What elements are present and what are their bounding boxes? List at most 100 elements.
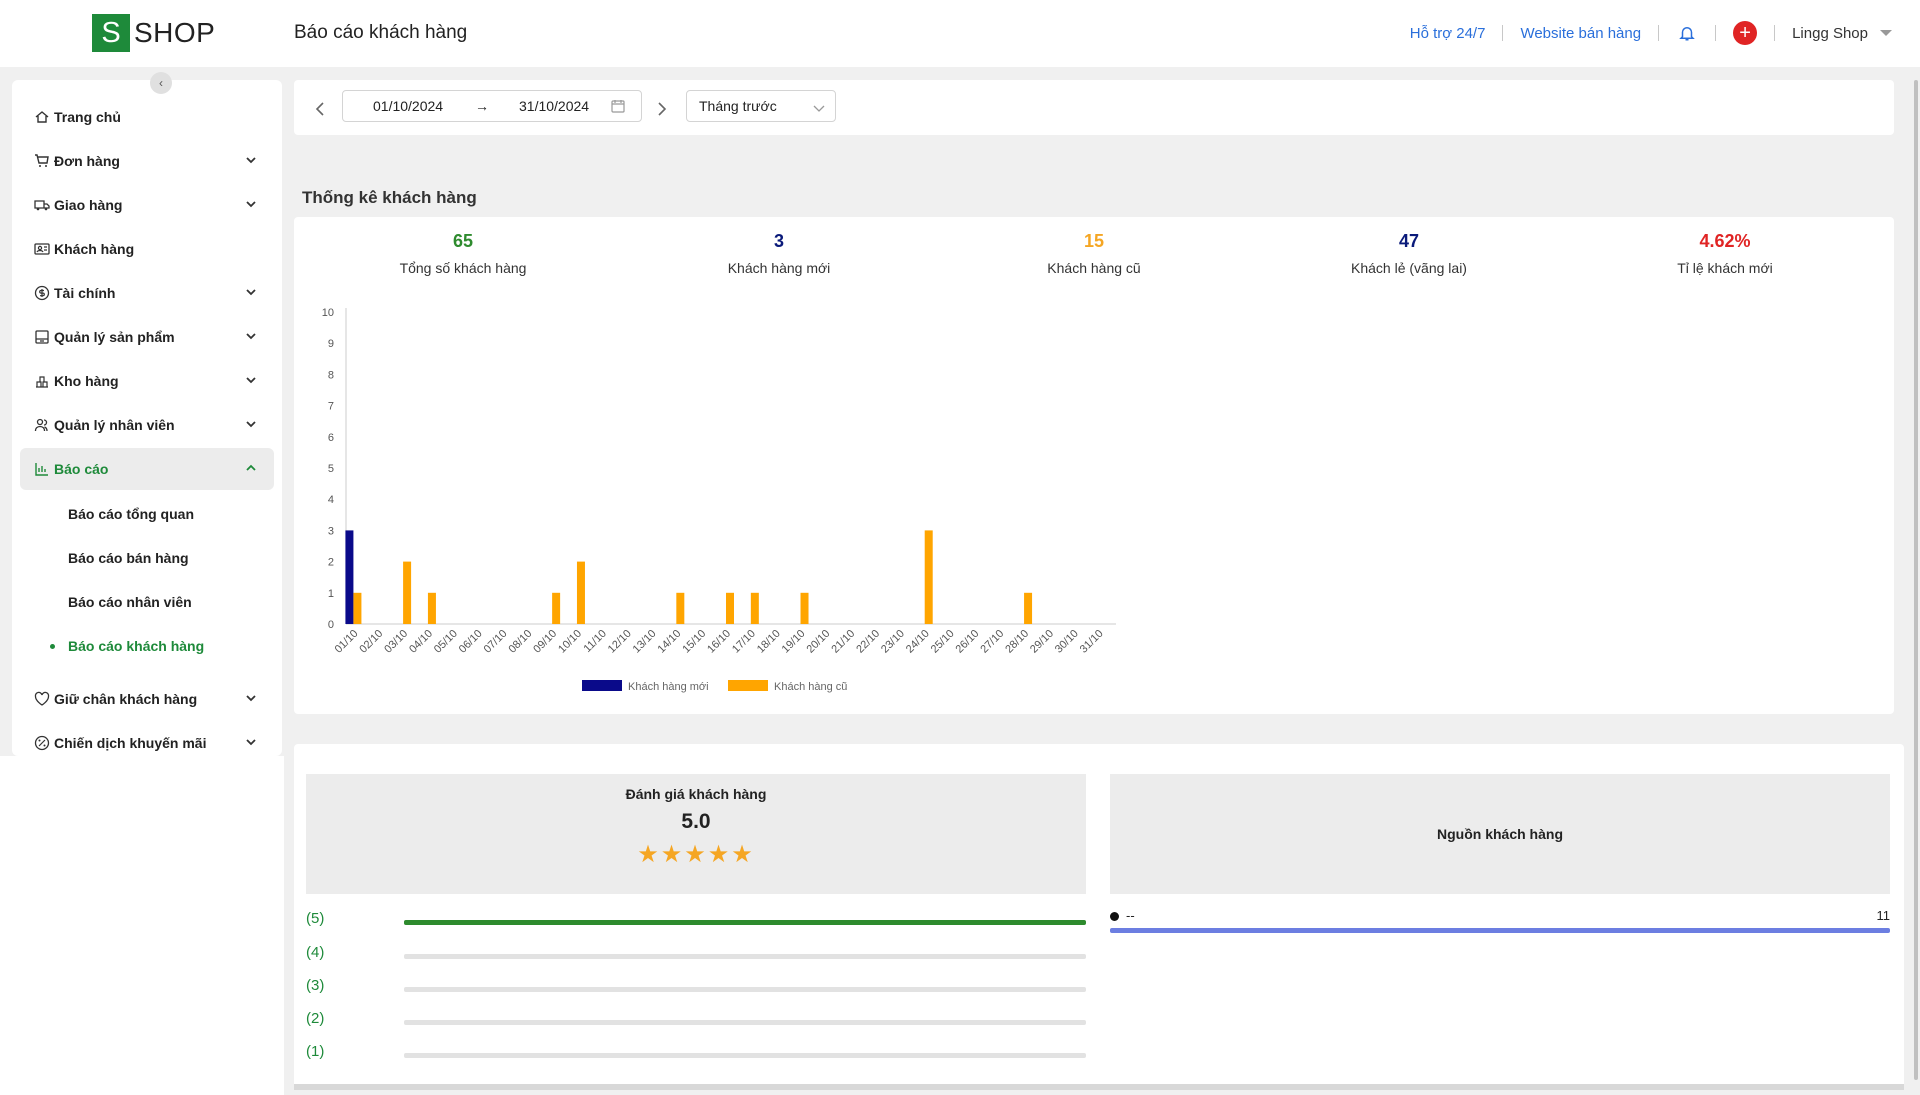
x-tick-label: 10/10 [556, 628, 584, 656]
chevron-down-icon [244, 285, 258, 299]
stat-value: 15 [1083, 231, 1105, 251]
horizontal-scrollbar[interactable] [294, 1084, 1904, 1090]
period-select[interactable]: Tháng trước [686, 90, 836, 122]
chevron-down-icon [244, 153, 258, 167]
sidebar-item-5[interactable]: Tài chính [20, 272, 274, 314]
rating-row: (3) [306, 977, 1086, 999]
scrollbar-thumb[interactable] [1914, 80, 1918, 1080]
sidebar-item-9[interactable]: Báo cáo [20, 448, 274, 490]
sidebar-item-8[interactable]: Quản lý nhân viên [20, 404, 274, 446]
bar-returning-16-10 [726, 592, 734, 624]
divider [1715, 25, 1717, 41]
x-tick-label: 12/10 [606, 628, 634, 656]
top-right-actions: Hỗ trợ 24/7 Website bán hàng + Lingg Sho… [1410, 20, 1892, 46]
support-link[interactable]: Hỗ trợ 24/7 [1409, 24, 1486, 42]
rating-row: (1) [306, 1043, 1086, 1065]
rating-row: (5) [306, 910, 1086, 932]
arrow-right-icon: → [475, 98, 489, 114]
rating-row-track [404, 920, 1086, 925]
x-tick-label: 19/10 [780, 628, 808, 656]
rating-row-track [404, 987, 1086, 992]
x-tick-label: 11/10 [582, 628, 609, 655]
contact-card-icon [34, 241, 50, 257]
rating-row-track [404, 1020, 1086, 1025]
sidebar-item-label: Đơn hàng [54, 153, 120, 169]
sidebar-item-label: Giao hàng [54, 197, 123, 213]
y-tick-label: 8 [328, 369, 334, 381]
sidebar-subitem-4[interactable]: Báo cáo khách hàng [50, 634, 204, 658]
sidebar-subitem-3[interactable]: Báo cáo nhân viên [68, 590, 192, 614]
stat-value: 3 [773, 231, 784, 251]
vertical-scrollbar[interactable] [1912, 0, 1920, 1095]
period-select-value: Tháng trước [699, 98, 777, 114]
sidebar-subitem-1[interactable]: Báo cáo tổng quan [68, 502, 194, 526]
collapse-sidebar-button[interactable]: ‹ [150, 72, 172, 94]
y-tick-label: 9 [328, 338, 334, 350]
sidebar-item-6[interactable]: Quản lý sản phẩm [20, 316, 274, 358]
sidebar-subitem-label: Báo cáo tổng quan [68, 506, 194, 522]
rating-row-label: (4) [306, 944, 325, 961]
rating-row: (4) [306, 944, 1086, 966]
x-tick-label: 02/10 [357, 628, 385, 656]
y-tick-label: 4 [328, 494, 334, 506]
page-title: Báo cáo khách hàng [294, 22, 468, 43]
bell-icon[interactable] [1676, 22, 1698, 44]
sidebar-item-10[interactable]: Giữ chân khách hàng [20, 678, 274, 720]
bullet-icon [1110, 912, 1119, 921]
sidebar-item-1[interactable]: Trang chủ [20, 96, 274, 138]
chevron-down-icon [244, 329, 258, 343]
x-tick-label: 26/10 [954, 628, 982, 656]
box-icon [34, 329, 50, 345]
users-icon [34, 417, 50, 433]
sidebar-item-4[interactable]: Khách hàng [20, 228, 274, 270]
sidebar-item-label: Quản lý sản phẩm [54, 329, 175, 345]
x-tick-label: 18/10 [755, 628, 783, 656]
x-tick-label: 20/10 [805, 628, 833, 656]
prev-period-button[interactable] [310, 99, 330, 119]
sidebar-item-2[interactable]: Đơn hàng [20, 140, 274, 182]
sidebar-item-11[interactable]: Chiến dịch khuyến mãi [20, 722, 274, 764]
shop-name[interactable]: Lingg Shop [1792, 24, 1868, 42]
caret-down-icon[interactable] [1880, 30, 1892, 36]
sidebar-item-7[interactable]: Kho hàng [20, 360, 274, 402]
logo-mark: S [92, 14, 130, 52]
truck-icon [34, 197, 50, 213]
bar-returning-10-10 [576, 561, 585, 624]
x-tick-label: 24/10 [904, 628, 932, 656]
y-tick-label: 10 [322, 307, 334, 319]
date-to[interactable]: 31/10/2024 [519, 98, 590, 114]
sidebar-item-3[interactable]: Giao hàng [20, 184, 274, 226]
stat-value: 4.62% [1699, 231, 1751, 251]
sidebar-item-label: Giữ chân khách hàng [54, 691, 198, 707]
source-bar [1110, 928, 1890, 933]
x-tick-label: 21/10 [829, 628, 857, 656]
sidebar-item-label: Kho hàng [54, 373, 119, 389]
stat-label: Khách lẻ (vãng lai) [1351, 260, 1467, 276]
bar-returning-17-10 [750, 592, 759, 624]
legend-label: Khách hàng mới [628, 681, 709, 693]
chevron-down-icon [244, 197, 258, 211]
chevron-up-icon [244, 461, 258, 475]
x-tick-label: 25/10 [929, 628, 957, 656]
chevron-down-icon [244, 735, 258, 749]
date-from[interactable]: 01/10/2024 [373, 98, 444, 114]
website-link[interactable]: Website bán hàng [1520, 24, 1642, 42]
x-tick-label: 07/10 [482, 628, 510, 656]
y-tick-label: 2 [328, 557, 334, 569]
calendar-icon[interactable] [611, 99, 625, 116]
plus-icon[interactable]: + [1733, 21, 1758, 45]
logo[interactable]: S SHOP [92, 14, 215, 52]
x-tick-label: 29/10 [1028, 628, 1056, 656]
source-value: 11 [1876, 908, 1891, 923]
rating-source-card: Đánh giá khách hàng 5.0 ★★★★★ Nguồn khác… [294, 744, 1904, 1090]
rating-score: 5.0 [681, 810, 711, 833]
bar-returning-03-10 [403, 561, 412, 624]
x-tick-label: 15/10 [680, 628, 708, 656]
x-tick-label: 31/10 [1078, 628, 1106, 656]
source-name: -- [1126, 908, 1135, 923]
warehouse-icon [34, 373, 50, 389]
date-range-picker[interactable]: 01/10/2024 → 31/10/2024 [342, 90, 642, 122]
sidebar-subitem-2[interactable]: Báo cáo bán hàng [68, 546, 189, 570]
chevron-down-icon [244, 691, 258, 705]
next-period-button[interactable] [652, 99, 672, 119]
